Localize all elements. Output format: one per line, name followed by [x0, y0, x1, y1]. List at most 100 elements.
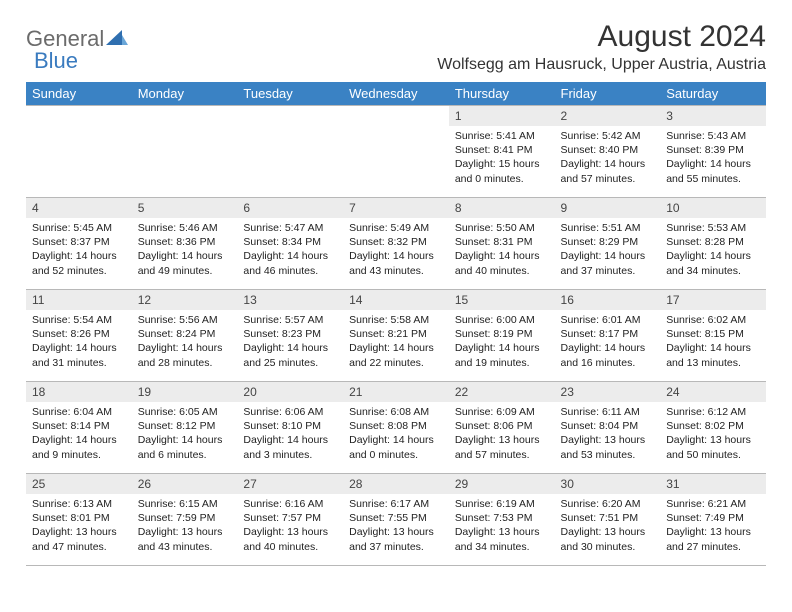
- day-details: Sunrise: 5:54 AMSunset: 8:26 PMDaylight:…: [26, 310, 132, 374]
- day-number: 7: [343, 198, 449, 218]
- sunset-text: Sunset: 8:17 PM: [561, 327, 655, 341]
- day-details: Sunrise: 6:05 AMSunset: 8:12 PMDaylight:…: [132, 402, 238, 466]
- sunrise-text: Sunrise: 5:43 AM: [666, 129, 760, 143]
- sunset-text: Sunset: 8:14 PM: [32, 419, 126, 433]
- sunset-text: Sunset: 8:39 PM: [666, 143, 760, 157]
- location-text: Wolfsegg am Hausruck, Upper Austria, Aus…: [437, 56, 766, 74]
- sunrise-text: Sunrise: 6:08 AM: [349, 405, 443, 419]
- calendar-week: 4Sunrise: 5:45 AMSunset: 8:37 PMDaylight…: [26, 198, 766, 290]
- calendar-cell: 7Sunrise: 5:49 AMSunset: 8:32 PMDaylight…: [343, 198, 449, 290]
- day-details: Sunrise: 6:21 AMSunset: 7:49 PMDaylight:…: [660, 494, 766, 558]
- day-details: Sunrise: 5:51 AMSunset: 8:29 PMDaylight:…: [555, 218, 661, 282]
- sunset-text: Sunset: 8:29 PM: [561, 235, 655, 249]
- sunset-text: Sunset: 8:02 PM: [666, 419, 760, 433]
- day-number: 2: [555, 106, 661, 126]
- sunrise-text: Sunrise: 6:01 AM: [561, 313, 655, 327]
- sunset-text: Sunset: 8:15 PM: [666, 327, 760, 341]
- calendar-cell: 17Sunrise: 6:02 AMSunset: 8:15 PMDayligh…: [660, 290, 766, 382]
- day-header: Saturday: [660, 82, 766, 106]
- day-details: Sunrise: 6:16 AMSunset: 7:57 PMDaylight:…: [237, 494, 343, 558]
- day-details: Sunrise: 5:46 AMSunset: 8:36 PMDaylight:…: [132, 218, 238, 282]
- day-details: Sunrise: 5:47 AMSunset: 8:34 PMDaylight:…: [237, 218, 343, 282]
- day-details: Sunrise: 5:53 AMSunset: 8:28 PMDaylight:…: [660, 218, 766, 282]
- day-details: Sunrise: 6:20 AMSunset: 7:51 PMDaylight:…: [555, 494, 661, 558]
- sunrise-text: Sunrise: 5:54 AM: [32, 313, 126, 327]
- daylight-text: Daylight: 14 hours and 37 minutes.: [561, 249, 655, 277]
- sunrise-text: Sunrise: 6:19 AM: [455, 497, 549, 511]
- daylight-text: Daylight: 14 hours and 16 minutes.: [561, 341, 655, 369]
- day-number: 30: [555, 474, 661, 494]
- day-details: Sunrise: 6:19 AMSunset: 7:53 PMDaylight:…: [449, 494, 555, 558]
- sunrise-text: Sunrise: 5:42 AM: [561, 129, 655, 143]
- sunrise-text: Sunrise: 6:06 AM: [243, 405, 337, 419]
- calendar-cell: 21Sunrise: 6:08 AMSunset: 8:08 PMDayligh…: [343, 382, 449, 474]
- calendar-cell: 20Sunrise: 6:06 AMSunset: 8:10 PMDayligh…: [237, 382, 343, 474]
- day-details: Sunrise: 5:49 AMSunset: 8:32 PMDaylight:…: [343, 218, 449, 282]
- sunrise-text: Sunrise: 5:57 AM: [243, 313, 337, 327]
- day-number: 14: [343, 290, 449, 310]
- day-number: 10: [660, 198, 766, 218]
- sunrise-text: Sunrise: 6:04 AM: [32, 405, 126, 419]
- day-details: Sunrise: 6:04 AMSunset: 8:14 PMDaylight:…: [26, 402, 132, 466]
- day-number: 1: [449, 106, 555, 126]
- daylight-text: Daylight: 14 hours and 43 minutes.: [349, 249, 443, 277]
- sunrise-text: Sunrise: 6:21 AM: [666, 497, 760, 511]
- day-details: Sunrise: 6:15 AMSunset: 7:59 PMDaylight:…: [132, 494, 238, 558]
- sunrise-text: Sunrise: 5:50 AM: [455, 221, 549, 235]
- daylight-text: Daylight: 14 hours and 57 minutes.: [561, 157, 655, 185]
- day-number: 16: [555, 290, 661, 310]
- sunset-text: Sunset: 8:19 PM: [455, 327, 549, 341]
- sunset-text: Sunset: 8:08 PM: [349, 419, 443, 433]
- sunset-text: Sunset: 8:32 PM: [349, 235, 443, 249]
- calendar-cell: 23Sunrise: 6:11 AMSunset: 8:04 PMDayligh…: [555, 382, 661, 474]
- calendar-week: 1Sunrise: 5:41 AMSunset: 8:41 PMDaylight…: [26, 106, 766, 198]
- sunrise-text: Sunrise: 5:53 AM: [666, 221, 760, 235]
- day-number: 11: [26, 290, 132, 310]
- brand-text-2: Blue: [34, 48, 78, 74]
- day-number: 17: [660, 290, 766, 310]
- day-number: 22: [449, 382, 555, 402]
- calendar-cell: 5Sunrise: 5:46 AMSunset: 8:36 PMDaylight…: [132, 198, 238, 290]
- sunrise-text: Sunrise: 5:56 AM: [138, 313, 232, 327]
- sunset-text: Sunset: 8:41 PM: [455, 143, 549, 157]
- calendar-cell: 12Sunrise: 5:56 AMSunset: 8:24 PMDayligh…: [132, 290, 238, 382]
- day-details: Sunrise: 6:02 AMSunset: 8:15 PMDaylight:…: [660, 310, 766, 374]
- sunrise-text: Sunrise: 6:09 AM: [455, 405, 549, 419]
- calendar-cell: 2Sunrise: 5:42 AMSunset: 8:40 PMDaylight…: [555, 106, 661, 198]
- daylight-text: Daylight: 14 hours and 49 minutes.: [138, 249, 232, 277]
- calendar-head: SundayMondayTuesdayWednesdayThursdayFrid…: [26, 82, 766, 106]
- day-details: Sunrise: 6:09 AMSunset: 8:06 PMDaylight:…: [449, 402, 555, 466]
- calendar-cell: [26, 106, 132, 198]
- day-number: 4: [26, 198, 132, 218]
- sunset-text: Sunset: 8:26 PM: [32, 327, 126, 341]
- sunset-text: Sunset: 8:10 PM: [243, 419, 337, 433]
- sunrise-text: Sunrise: 6:17 AM: [349, 497, 443, 511]
- daylight-text: Daylight: 13 hours and 50 minutes.: [666, 433, 760, 461]
- daylight-text: Daylight: 14 hours and 52 minutes.: [32, 249, 126, 277]
- day-details: Sunrise: 5:42 AMSunset: 8:40 PMDaylight:…: [555, 126, 661, 190]
- calendar-cell: 10Sunrise: 5:53 AMSunset: 8:28 PMDayligh…: [660, 198, 766, 290]
- calendar-cell: 28Sunrise: 6:17 AMSunset: 7:55 PMDayligh…: [343, 474, 449, 566]
- calendar-cell: 13Sunrise: 5:57 AMSunset: 8:23 PMDayligh…: [237, 290, 343, 382]
- day-number: 9: [555, 198, 661, 218]
- calendar-cell: 26Sunrise: 6:15 AMSunset: 7:59 PMDayligh…: [132, 474, 238, 566]
- sunset-text: Sunset: 8:06 PM: [455, 419, 549, 433]
- daylight-text: Daylight: 14 hours and 46 minutes.: [243, 249, 337, 277]
- day-number: 29: [449, 474, 555, 494]
- calendar-week: 25Sunrise: 6:13 AMSunset: 8:01 PMDayligh…: [26, 474, 766, 566]
- daylight-text: Daylight: 13 hours and 47 minutes.: [32, 525, 126, 553]
- day-details: Sunrise: 6:13 AMSunset: 8:01 PMDaylight:…: [26, 494, 132, 558]
- day-number: 28: [343, 474, 449, 494]
- sunset-text: Sunset: 8:28 PM: [666, 235, 760, 249]
- calendar-body: 1Sunrise: 5:41 AMSunset: 8:41 PMDaylight…: [26, 106, 766, 566]
- day-number: 12: [132, 290, 238, 310]
- day-number: 8: [449, 198, 555, 218]
- sunset-text: Sunset: 8:01 PM: [32, 511, 126, 525]
- calendar-cell: [132, 106, 238, 198]
- day-details: Sunrise: 5:41 AMSunset: 8:41 PMDaylight:…: [449, 126, 555, 190]
- daylight-text: Daylight: 14 hours and 34 minutes.: [666, 249, 760, 277]
- sunrise-text: Sunrise: 6:15 AM: [138, 497, 232, 511]
- calendar-cell: 27Sunrise: 6:16 AMSunset: 7:57 PMDayligh…: [237, 474, 343, 566]
- calendar-cell: 19Sunrise: 6:05 AMSunset: 8:12 PMDayligh…: [132, 382, 238, 474]
- daylight-text: Daylight: 14 hours and 19 minutes.: [455, 341, 549, 369]
